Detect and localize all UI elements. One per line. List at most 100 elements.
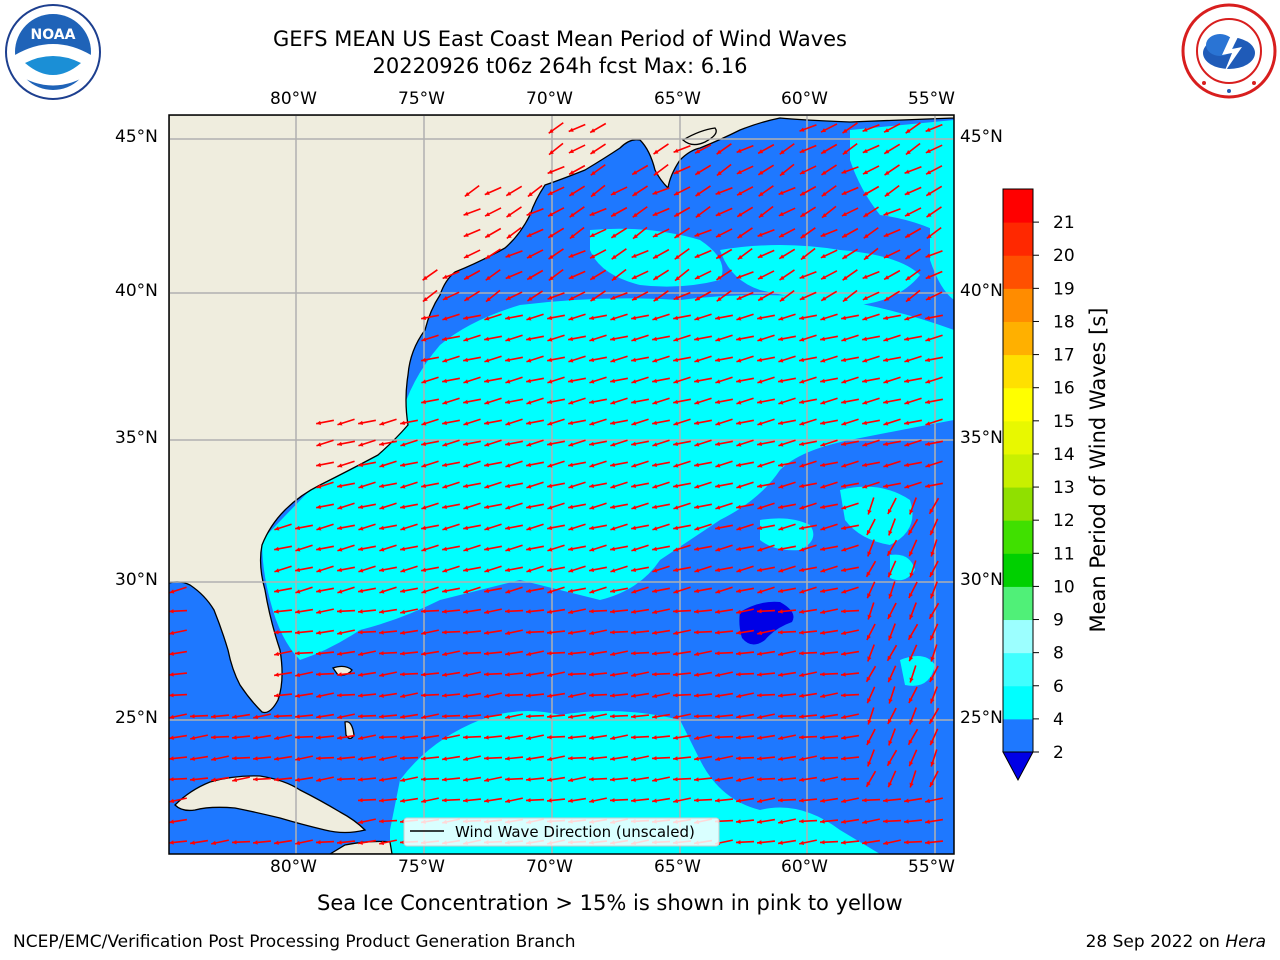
- wave-direction-arrowhead: [463, 630, 468, 635]
- wave-direction-arrowhead: [421, 399, 426, 404]
- wave-direction-arrowhead: [736, 714, 741, 719]
- wave-direction-arrowhead: [799, 295, 805, 300]
- wave-direction-arrowhead: [799, 337, 805, 342]
- wave-direction-arrowhead: [169, 798, 175, 804]
- wave-direction-arrowhead: [631, 274, 637, 279]
- wave-direction-arrowhead: [442, 336, 447, 341]
- wave-direction-arrowhead: [568, 526, 574, 531]
- wave-direction-arrowhead: [652, 630, 657, 635]
- wave-direction-arrowhead: [463, 567, 468, 572]
- wave-direction-arrowhead: [547, 672, 553, 678]
- wave-direction-arrowhead: [888, 572, 893, 578]
- wave-direction-arrowhead: [422, 297, 428, 302]
- wave-direction-arrowhead: [909, 761, 914, 767]
- wave-direction-arrowhead: [866, 781, 871, 787]
- wave-direction-arrowhead: [316, 714, 321, 719]
- wave-direction-arrowhead: [442, 756, 447, 761]
- wave-direction-arrowhead: [568, 358, 574, 363]
- wave-direction-arrowhead: [799, 693, 804, 698]
- wave-direction-arrowhead: [904, 798, 909, 803]
- wave-direction-arrowhead: [736, 568, 742, 573]
- wave-direction-arrowhead: [904, 358, 910, 363]
- wave-direction-arrowhead: [274, 672, 279, 677]
- wave-direction-arrowhead: [442, 651, 448, 657]
- wave-direction-arrowhead: [568, 714, 573, 719]
- wave-direction-arrowhead: [930, 761, 935, 767]
- wave-direction-arrowhead: [610, 651, 616, 657]
- wave-direction-arrowhead: [652, 526, 658, 531]
- wave-direction-arrowhead: [295, 714, 300, 719]
- wave-direction-arrowhead: [505, 357, 510, 362]
- wave-direction-arrowhead: [379, 441, 384, 446]
- wave-direction-arrowhead: [652, 358, 658, 363]
- wave-direction-arrowhead: [883, 840, 889, 846]
- wave-direction-arrowhead: [715, 672, 721, 678]
- wave-direction-arrowhead: [820, 336, 825, 341]
- wave-direction-arrowhead: [358, 442, 364, 447]
- colorbar-tick-label: 20: [1053, 246, 1075, 266]
- wave-direction-arrowhead: [674, 254, 680, 260]
- wave-direction-arrowhead: [632, 170, 638, 175]
- wave-direction-arrowhead: [866, 635, 871, 641]
- colorbar-segment: [1003, 222, 1033, 256]
- wave-direction-arrowhead: [888, 593, 893, 599]
- wave-direction-arrowhead: [442, 693, 447, 698]
- wave-direction-arrowhead: [884, 296, 890, 301]
- wave-direction-arrowhead: [904, 169, 910, 174]
- wave-direction-arrowhead: [421, 547, 427, 552]
- wave-direction-arrowhead: [867, 698, 872, 704]
- wave-direction-arrowhead: [274, 526, 280, 531]
- wave-direction-arrowhead: [484, 588, 489, 593]
- wave-direction-arrowhead: [715, 337, 721, 342]
- wave-direction-arrowhead: [421, 693, 426, 698]
- wave-direction-arrowhead: [736, 378, 741, 383]
- wave-direction-arrowhead: [547, 379, 553, 384]
- wave-direction-arrowhead: [673, 441, 678, 446]
- wave-direction-arrowhead: [631, 756, 637, 762]
- wave-direction-arrowhead: [778, 568, 784, 573]
- wave-direction-arrowhead: [904, 484, 910, 489]
- wave-direction-arrowhead: [652, 546, 657, 551]
- wave-direction-arrowhead: [400, 798, 405, 803]
- wave-direction-arrowhead: [505, 379, 511, 384]
- wave-direction-arrowhead: [909, 509, 914, 515]
- wave-direction-arrowhead: [778, 442, 784, 447]
- wave-direction-arrowhead: [841, 609, 846, 614]
- wave-direction-arrowhead: [888, 530, 893, 536]
- lon-label-bottom-80w: 80°W: [270, 857, 317, 877]
- wave-direction-arrowhead: [887, 509, 892, 515]
- wave-direction-arrowhead: [715, 421, 721, 426]
- wave-direction-arrowhead: [274, 609, 279, 614]
- wave-direction-arrowhead: [778, 462, 783, 467]
- wave-direction-arrowhead: [379, 672, 385, 678]
- wave-direction-arrowhead: [631, 609, 636, 614]
- wave-direction-arrowhead: [841, 421, 847, 426]
- wave-direction-arrowhead: [589, 315, 594, 320]
- wave-direction-arrowhead: [758, 191, 764, 197]
- wave-direction-arrowhead: [799, 483, 804, 488]
- wave-direction-arrowhead: [757, 756, 762, 761]
- wave-direction-arrowhead: [925, 483, 930, 488]
- wave-direction-arrowhead: [674, 212, 680, 217]
- wave-direction-arrowhead: [547, 714, 552, 719]
- wave-direction-arrowhead: [930, 635, 935, 641]
- wave-direction-arrowhead: [484, 568, 490, 573]
- wave-direction-arrowhead: [757, 421, 763, 426]
- wave-direction-arrowhead: [715, 567, 720, 572]
- wave-direction-arrowhead: [568, 672, 573, 677]
- wave-direction-arrowhead: [694, 400, 700, 405]
- wave-direction-arrowhead: [779, 149, 785, 155]
- wave-direction-arrowhead: [757, 379, 763, 384]
- wave-direction-arrowhead: [631, 505, 637, 510]
- wave-direction-arrowhead: [568, 568, 574, 573]
- wave-direction-arrowhead: [486, 297, 491, 302]
- wave-direction-arrowhead: [715, 379, 721, 384]
- wave-direction-arrowhead: [358, 798, 363, 803]
- wave-direction-arrowhead: [337, 421, 343, 426]
- wave-direction-arrowhead: [358, 526, 364, 531]
- wave-direction-arrowhead: [610, 442, 616, 447]
- wave-direction-arrowhead: [464, 191, 470, 197]
- wave-direction-arrowhead: [358, 714, 363, 719]
- wave-direction-arrowhead: [442, 609, 447, 614]
- colorbar-tick-label: 6: [1053, 677, 1064, 697]
